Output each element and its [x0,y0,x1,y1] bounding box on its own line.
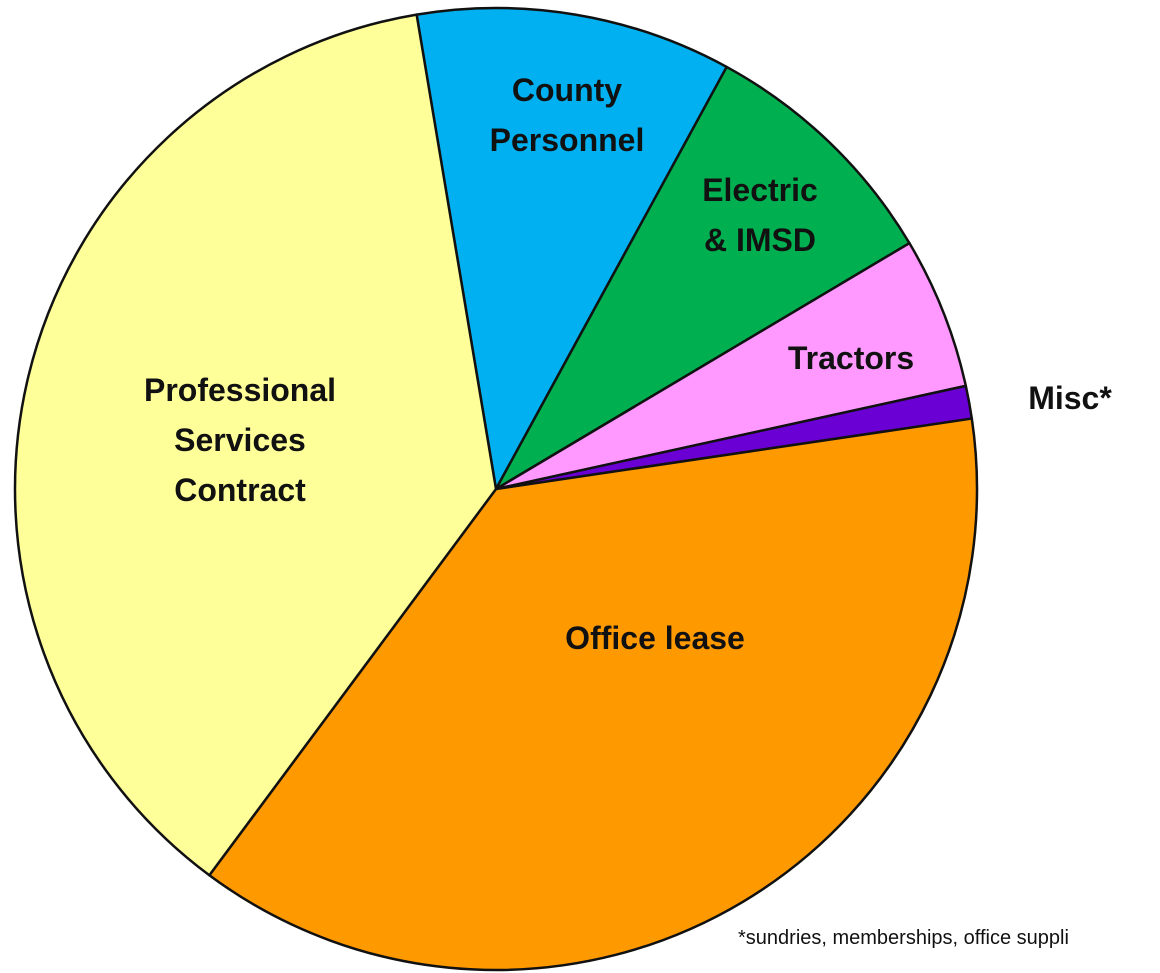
slice-label: Office lease [565,620,745,656]
pie-slice [415,6,728,491]
pie-slice [494,65,911,491]
slice-label: Misc* [1028,380,1112,416]
slice-label: Professional Services Contract [143,372,337,508]
pie-slice [208,417,979,972]
slice-label: County Personnel [489,72,645,158]
footnote: *sundries, memberships, office suppli [738,927,1069,949]
pie-slice [13,13,498,877]
slice-label: Electric & IMSD [702,172,818,258]
slice-label: Tractors [787,340,915,376]
pie-slice [494,241,968,491]
